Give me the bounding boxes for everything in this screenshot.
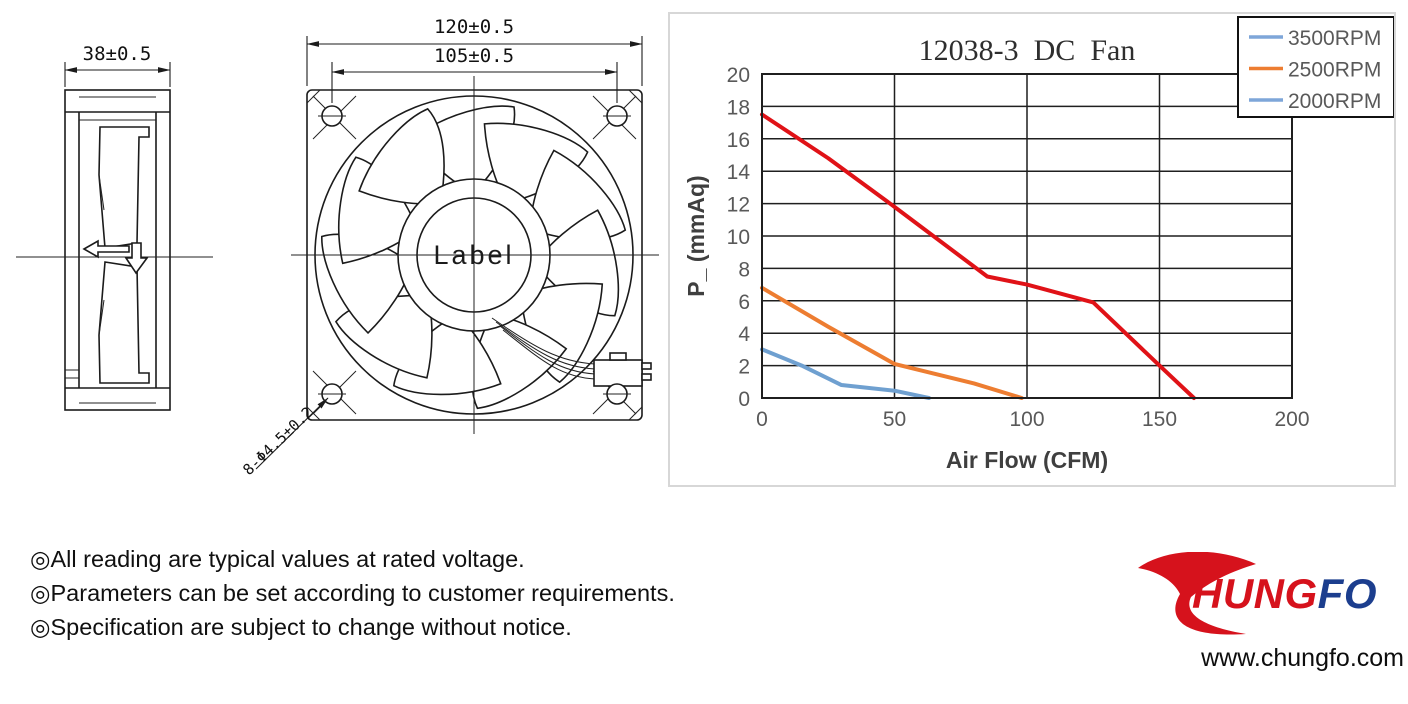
logo-text-red: HUNG [1192,570,1318,617]
front-dimension-105: 105±0.5 [331,45,618,103]
fan-front-view: Label 120±0.5 105±0.5 8-Φ4.5±0.2 [239,16,659,479]
logo-wordmark: HUNGFO [1192,570,1377,618]
series-3500RPM [760,112,1196,400]
note-line-2: ◎Parameters can be set according to cust… [30,580,675,606]
x-axis-title: Air Flow (CFM) [946,447,1108,473]
company-url: www.chungfo.com [1201,644,1404,672]
x-tick-label: 200 [1274,408,1309,431]
legend-label: 2500RPM [1288,59,1381,82]
side-dim-label: 38±0.5 [83,43,152,65]
y-tick-label: 10 [727,226,750,249]
logo-swoosh-icon [1138,552,1256,635]
y-tick-label: 8 [738,258,750,281]
front-dim-holes-label: 105±0.5 [434,45,514,67]
connector [593,352,652,387]
series-2500RPM [760,285,1024,400]
legend-label: 3500RPM [1288,27,1381,50]
chart-legend: 3500RPM 2500RPM 2000RPM [1237,16,1395,118]
lead-wires [491,317,596,380]
y-tick-label: 4 [738,323,750,346]
hub-label: Label [433,240,514,270]
y-tick-label: 14 [727,161,751,184]
airflow-down-arrow-icon [124,242,149,275]
chart-ticks: 0 50 100 150 200 0 2 4 6 8 10 12 14 16 18 20 [727,64,1310,431]
y-tick-label: 0 [738,388,750,411]
plot-border [761,73,1293,399]
chart-title: 12038-3 DC Fan [919,34,1136,67]
note-line-1: ◎All reading are typical values at rated… [30,546,525,572]
hole-note-label: 8-Φ4.5±0.2 [239,403,316,479]
chart-series [760,112,1196,400]
y-tick-label: 16 [727,129,750,152]
fan-side-view: 38±0.5 [16,43,213,411]
fan-technical-drawing: 38±0.5 [16,16,659,479]
x-tick-label: 50 [883,408,906,431]
note-line-3: ◎Specification are subject to change wit… [30,614,572,640]
series-2000RPM [760,347,931,400]
performance-chart: 0 50 100 150 200 0 2 4 6 8 10 12 14 16 18 20 12038-3 DC… [683,16,1395,473]
y-tick-label: 12 [727,194,750,217]
chart-grid [762,74,1292,398]
front-dimension-120: 120±0.5 [306,16,643,86]
y-axis-title: P_ (mmAq) [683,175,709,296]
x-tick-label: 0 [756,408,768,431]
front-dim-outer-label: 120±0.5 [434,16,514,38]
y-tick-label: 6 [738,291,750,314]
airflow-left-arrow-icon [82,239,130,259]
logo-text-blue: FO [1317,570,1377,617]
y-tick-label: 2 [738,356,750,379]
x-tick-label: 100 [1009,408,1044,431]
y-tick-label: 18 [727,96,750,119]
y-tick-label: 20 [727,64,750,87]
footnotes: ◎All reading are typical values at rated… [30,542,675,644]
side-dimension-38: 38±0.5 [64,43,171,87]
company-logo: HUNGFO www.chungfo.com [1130,546,1404,681]
legend-label: 2000RPM [1288,90,1381,113]
x-tick-label: 150 [1142,408,1177,431]
performance-chart-panel: 0 50 100 150 200 0 2 4 6 8 10 12 14 16 18 20 12038-3 DC… [668,12,1396,487]
